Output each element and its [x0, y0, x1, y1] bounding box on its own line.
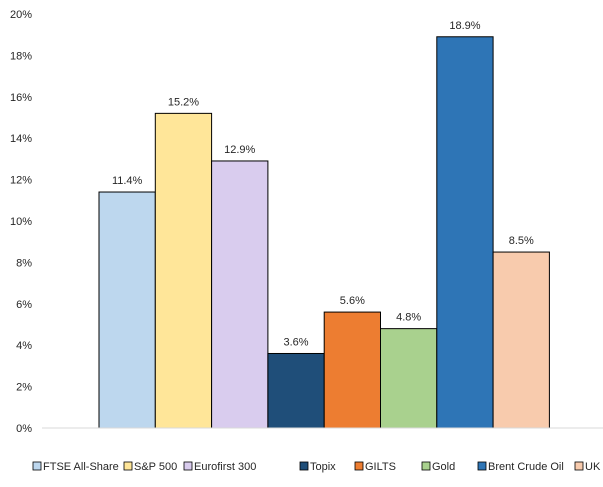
- y-axis: 0% 2% 4% 6% 8% 10% 12% 14% 16% 18% 20%: [10, 9, 32, 435]
- data-label: 12.9%: [224, 144, 255, 156]
- bar-brent-crude-oil: [436, 36, 494, 429]
- data-label: 18.9%: [449, 20, 480, 32]
- legend-label: Eurofirst 300: [194, 461, 256, 473]
- legend-item: Brent Crude Oil: [477, 461, 564, 473]
- y-tick-label: 14%: [10, 133, 32, 145]
- y-tick-label: 0%: [16, 423, 32, 435]
- legend-swatch: [32, 461, 42, 471]
- legend-swatch: [574, 461, 584, 471]
- legend-swatch: [354, 461, 364, 471]
- legend-swatch: [299, 461, 309, 471]
- legend-label: Gold: [432, 461, 455, 473]
- legend-swatch: [123, 461, 133, 471]
- legend-item: UK Property: [574, 461, 603, 473]
- legend-swatch: [477, 461, 487, 471]
- legend-item: Gold: [421, 461, 455, 473]
- y-tick-label: 2%: [16, 382, 32, 394]
- legend-label: FTSE All-Share: [43, 461, 119, 473]
- legend-item: FTSE All-Share: [32, 461, 119, 473]
- bars-group: [98, 36, 550, 429]
- data-label: 5.6%: [340, 295, 365, 307]
- legend-item: Eurofirst 300: [183, 461, 256, 473]
- data-labels-group: 11.4% 15.2% 12.9% 3.6% 5.6% 4.8% 18.9% 8.5%: [112, 20, 534, 349]
- bar-gilts: [323, 311, 382, 429]
- data-label: 15.2%: [168, 96, 199, 108]
- legend-label: Topix: [310, 461, 336, 473]
- legend-item: Topix: [299, 461, 336, 473]
- legend-label: GILTS: [365, 461, 396, 473]
- legend: FTSE All-Share S&P 500 Eurofirst 300 Topix G…: [32, 461, 603, 473]
- legend-swatch: [421, 461, 431, 471]
- legend-swatch: [183, 461, 193, 471]
- bar-topix: [267, 352, 325, 429]
- bar-eurofirst-300: [211, 160, 269, 429]
- data-label: 3.6%: [284, 336, 309, 348]
- legend-item: GILTS: [354, 461, 396, 473]
- bar-gold: [380, 328, 438, 429]
- bar-s-p-500: [154, 112, 213, 429]
- legend-label: Brent Crude Oil: [488, 461, 564, 473]
- legend-label: S&P 500: [134, 461, 177, 473]
- data-label: 4.8%: [396, 312, 421, 324]
- y-tick-label: 20%: [10, 9, 32, 21]
- y-tick-label: 4%: [16, 340, 32, 352]
- bar-ftse-all-share: [98, 191, 156, 429]
- y-tick-label: 8%: [16, 257, 32, 269]
- data-label: 11.4%: [112, 175, 143, 187]
- y-tick-label: 10%: [10, 216, 32, 228]
- y-tick-label: 16%: [10, 92, 32, 104]
- legend-item: S&P 500: [123, 461, 177, 473]
- y-tick-label: 18%: [10, 50, 32, 62]
- y-tick-label: 6%: [16, 299, 32, 311]
- bar-uk-property: [492, 251, 550, 429]
- y-tick-label: 12%: [10, 175, 32, 187]
- data-label: 8.5%: [509, 235, 534, 247]
- legend-label: UK Property: [585, 461, 603, 473]
